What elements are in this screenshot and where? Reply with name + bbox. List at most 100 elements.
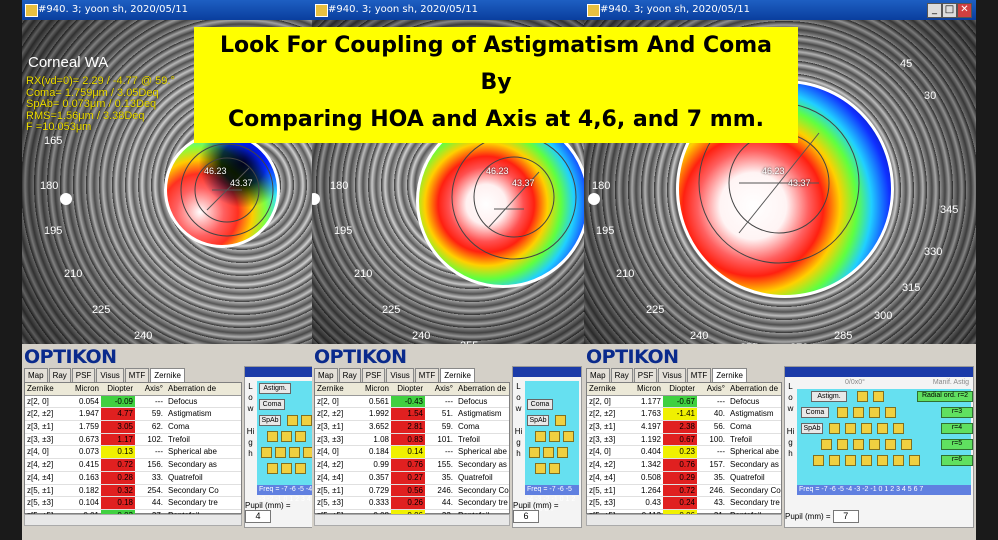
col-zernike[interactable]: Zernike bbox=[317, 384, 344, 393]
tab-psf[interactable]: PSF bbox=[633, 368, 658, 382]
zernike-cell[interactable] bbox=[295, 463, 306, 474]
order-r5-button[interactable]: r=5 bbox=[941, 439, 973, 450]
table-row[interactable]: z[4, 0] 0.073 0.13 --- Spherical abe bbox=[25, 446, 241, 460]
table-row[interactable]: z[3, ±3] 1.192 0.67 100. Trefoil bbox=[587, 433, 781, 447]
zernike-cell[interactable] bbox=[267, 431, 278, 442]
table-row[interactable]: z[5, ±1] 0.729 0.56 246. Secondary Co bbox=[315, 484, 509, 498]
zernike-cell[interactable] bbox=[535, 463, 546, 474]
tab-zernike[interactable]: Zernike bbox=[440, 368, 475, 382]
spab-button[interactable]: SpAb bbox=[527, 415, 549, 426]
zernike-cell[interactable] bbox=[275, 447, 286, 458]
col-diopter[interactable]: Diopter bbox=[397, 384, 423, 393]
zernike-cell[interactable] bbox=[295, 431, 306, 442]
zernike-cell[interactable] bbox=[821, 439, 832, 450]
zernike-cell[interactable] bbox=[837, 439, 848, 450]
table-row[interactable]: z[3, ±1] 4.197 2.38 56. Coma bbox=[587, 421, 781, 434]
zernike-cell[interactable] bbox=[543, 447, 554, 458]
spab-button[interactable]: SpAb bbox=[801, 423, 823, 434]
col-zernike[interactable]: Zernike bbox=[27, 384, 54, 393]
table-row[interactable]: z[4, ±2] 0.415 0.72 156. Secondary as bbox=[25, 459, 241, 472]
table-row[interactable]: z[2, ±2] 1.763 -1.41 40. Astigmatism bbox=[587, 408, 781, 422]
zernike-cell[interactable] bbox=[861, 455, 872, 466]
maximize-icon[interactable]: □ bbox=[942, 3, 957, 18]
table-row[interactable]: z[4, ±2] 1.342 0.76 157. Secondary as bbox=[587, 459, 781, 472]
col-zernike[interactable]: Zernike bbox=[589, 384, 616, 393]
table-row[interactable]: z[4, ±4] 0.357 0.27 35. Quatrefoil bbox=[315, 471, 509, 485]
table-row[interactable]: z[3, ±3] 0.673 1.17 102. Trefoil bbox=[25, 433, 241, 447]
zernike-cell[interactable] bbox=[877, 423, 888, 434]
manif-astig-checkbox[interactable]: Manif. Astig bbox=[932, 379, 969, 386]
zernike-cell[interactable] bbox=[845, 455, 856, 466]
zernike-cell[interactable] bbox=[837, 407, 848, 418]
zernike-cell[interactable] bbox=[301, 415, 312, 426]
zernike-cell[interactable] bbox=[885, 439, 896, 450]
table-row[interactable]: z[3, ±1] 3.652 2.81 59. Coma bbox=[315, 421, 509, 434]
tab-ray[interactable]: Ray bbox=[610, 368, 633, 382]
tab-visus[interactable]: Visus bbox=[658, 368, 686, 382]
tab-zernike[interactable]: Zernike bbox=[712, 368, 747, 382]
col-micron[interactable]: Micron bbox=[74, 384, 99, 393]
table-row[interactable]: z[4, 0] 0.184 0.14 --- Spherical abe bbox=[315, 446, 509, 460]
order-r4-button[interactable]: r=4 bbox=[941, 423, 973, 434]
zernike-cell[interactable] bbox=[303, 447, 312, 458]
table-scrollbar[interactable] bbox=[314, 514, 510, 526]
col-diopter[interactable]: Diopter bbox=[107, 384, 133, 393]
table-row[interactable]: z[2, 0] 0.561 -0.43 --- Defocus bbox=[315, 395, 509, 409]
zernike-cell[interactable] bbox=[813, 455, 824, 466]
zernike-cell[interactable] bbox=[893, 423, 904, 434]
table-scrollbar[interactable] bbox=[24, 514, 242, 526]
close-icon[interactable]: ✕ bbox=[957, 3, 972, 18]
order-r3-button[interactable]: r=3 bbox=[941, 407, 973, 418]
order-r6-button[interactable]: r=6 bbox=[941, 455, 973, 466]
table-row[interactable]: z[2, 0] 1.177 -0.67 --- Defocus bbox=[587, 395, 781, 409]
tab-ray[interactable]: Ray bbox=[48, 368, 71, 382]
col-aberration[interactable]: Aberration de bbox=[458, 384, 507, 393]
zernike-cell[interactable] bbox=[261, 447, 272, 458]
zernike-cell[interactable] bbox=[901, 439, 912, 450]
table-row[interactable]: z[5, ±1] 1.264 0.72 246. Secondary Co bbox=[587, 484, 781, 498]
table-row[interactable]: z[4, 0] 0.404 0.23 --- Spherical abe bbox=[587, 446, 781, 460]
tab-psf[interactable]: PSF bbox=[71, 368, 96, 382]
tab-map[interactable]: Map bbox=[586, 368, 610, 382]
zernike-cell[interactable] bbox=[281, 431, 292, 442]
zernike-cell[interactable] bbox=[829, 423, 840, 434]
table-row[interactable]: z[4, ±4] 0.508 0.29 35. Quatrefoil bbox=[587, 471, 781, 485]
tab-ray[interactable]: Ray bbox=[338, 368, 361, 382]
table-row[interactable]: z[5, ±1] 0.182 0.32 254. Secondary Co bbox=[25, 484, 241, 498]
col-axis[interactable]: Axis° bbox=[144, 384, 163, 393]
table-row[interactable]: z[2, ±2] 1.947 4.77 59. Astigmatism bbox=[25, 408, 241, 422]
zernike-cell[interactable] bbox=[549, 463, 560, 474]
tab-zernike[interactable]: Zernike bbox=[150, 368, 185, 382]
zernike-cell[interactable] bbox=[861, 423, 872, 434]
zernike-cell[interactable] bbox=[549, 431, 560, 442]
tab-map[interactable]: Map bbox=[314, 368, 338, 382]
pupil-size-input[interactable]: 7 bbox=[832, 510, 859, 523]
table-row[interactable]: z[3, ±1] 1.759 3.05 62. Coma bbox=[25, 421, 241, 434]
zernike-cell[interactable] bbox=[289, 447, 300, 458]
table-row[interactable]: z[5, ±3] 0.333 0.26 44. Secondary tre bbox=[315, 497, 509, 510]
pupil-size-input[interactable]: 4 bbox=[245, 510, 271, 523]
zernike-cell[interactable] bbox=[281, 463, 292, 474]
table-row[interactable]: z[5, ±3] 0.43 0.24 43. Secondary tre bbox=[587, 497, 781, 510]
zernike-cell[interactable] bbox=[529, 447, 540, 458]
zernike-cell[interactable] bbox=[853, 407, 864, 418]
coma-button[interactable]: Coma bbox=[527, 399, 553, 410]
tab-visus[interactable]: Visus bbox=[96, 368, 124, 382]
astigm-button[interactable]: Astigm. bbox=[811, 391, 847, 402]
table-row[interactable]: z[4, ±4] 0.163 0.28 33. Quatrefoil bbox=[25, 471, 241, 485]
zernike-cell[interactable] bbox=[563, 431, 574, 442]
tab-map[interactable]: Map bbox=[24, 368, 48, 382]
table-row[interactable]: z[3, ±3] 1.08 0.83 101. Trefoil bbox=[315, 433, 509, 447]
zernike-cell[interactable] bbox=[869, 407, 880, 418]
zernike-cell[interactable] bbox=[909, 455, 920, 466]
col-aberration[interactable]: Aberration de bbox=[730, 384, 779, 393]
zernike-cell[interactable] bbox=[267, 463, 278, 474]
zernike-cell[interactable] bbox=[853, 439, 864, 450]
zernike-cell[interactable] bbox=[287, 415, 298, 426]
zernike-cell[interactable] bbox=[829, 455, 840, 466]
tab-mtf[interactable]: MTF bbox=[124, 368, 150, 382]
window-2-titlebar[interactable]: #940. 3; yoon sh, 2020/05/11 bbox=[312, 0, 584, 20]
window-3-titlebar[interactable]: #940. 3; yoon sh, 2020/05/11 _ □ ✕ bbox=[584, 0, 976, 20]
zernike-cell[interactable] bbox=[557, 447, 568, 458]
minimize-icon[interactable]: _ bbox=[927, 3, 942, 18]
